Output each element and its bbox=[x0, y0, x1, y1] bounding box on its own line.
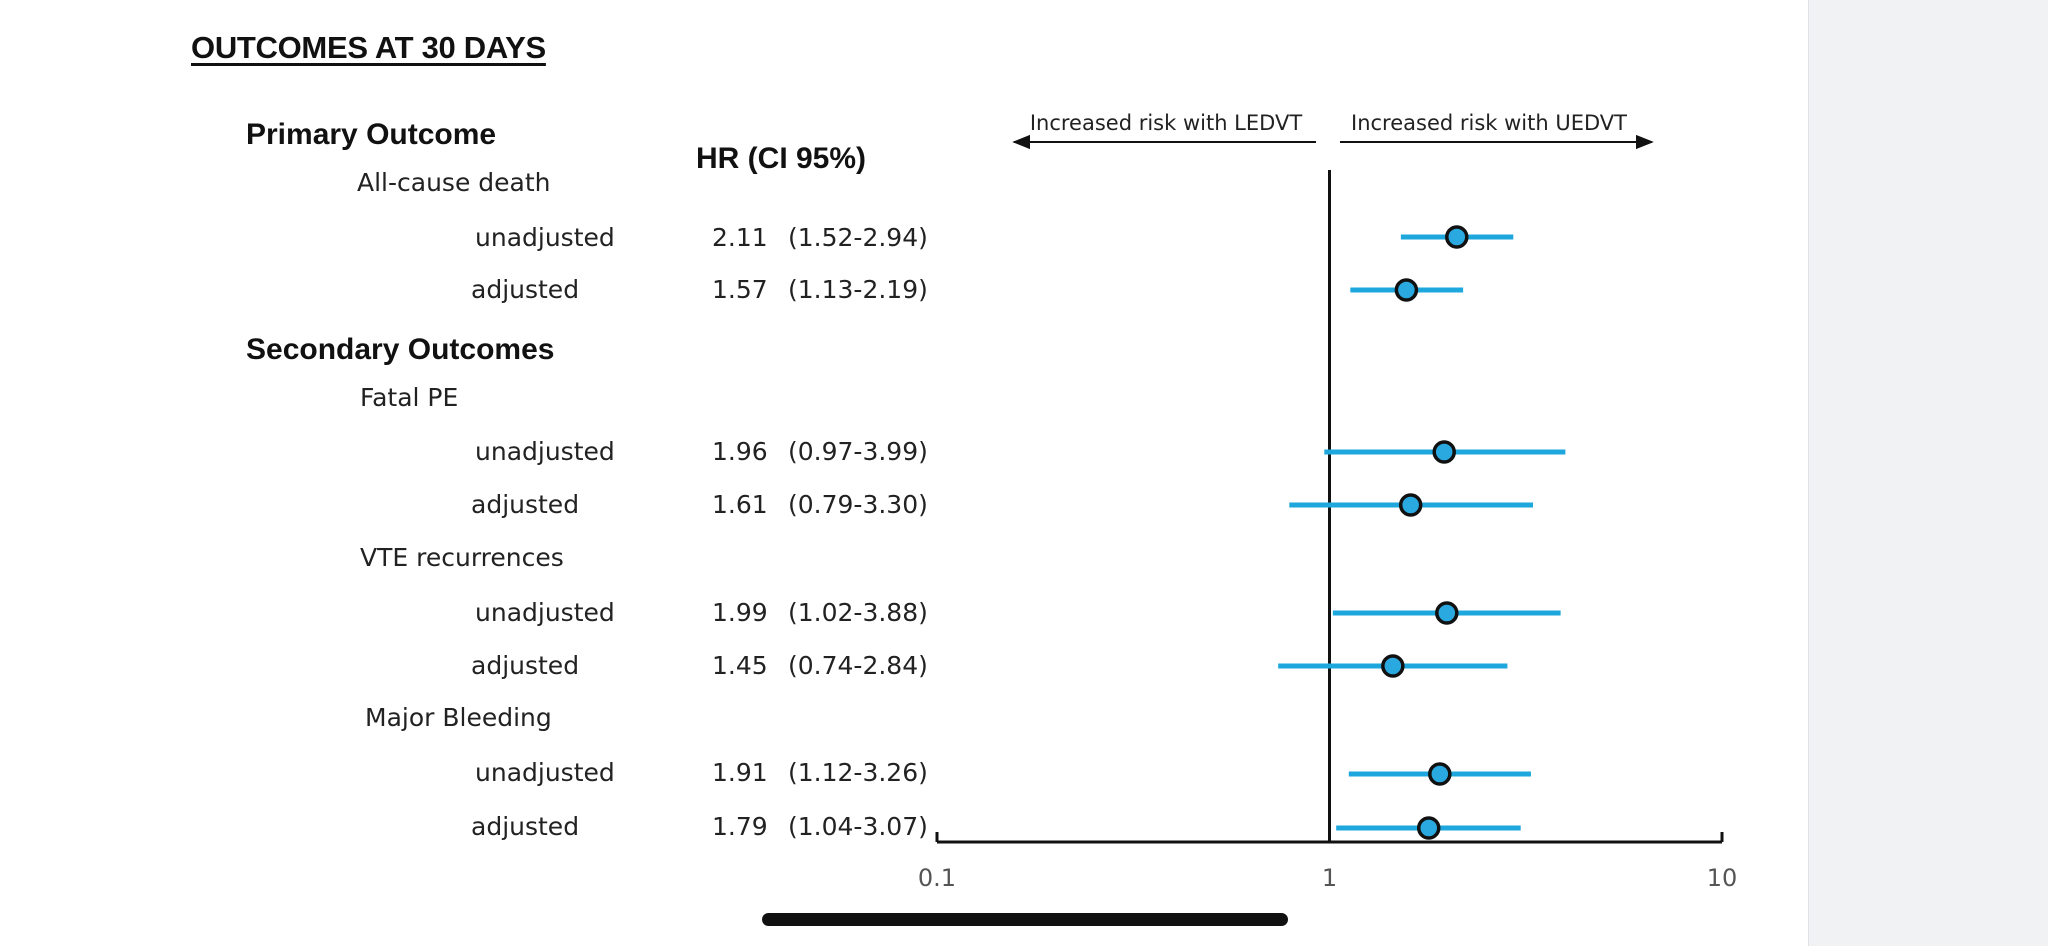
hr-value: 1.57 bbox=[712, 275, 768, 304]
hr-point bbox=[1394, 278, 1419, 302]
hr-point bbox=[1416, 816, 1441, 840]
row-label: adjusted bbox=[471, 275, 580, 304]
row-label: unadjusted bbox=[475, 223, 615, 252]
hr-value: 1.91 bbox=[712, 758, 768, 787]
hr-point bbox=[1398, 493, 1423, 517]
right-side-panel bbox=[1808, 0, 2048, 946]
ci-value: (1.52-2.94) bbox=[788, 223, 928, 252]
hr-point bbox=[1432, 440, 1456, 464]
annotation-left: Increased risk with LEDVT bbox=[1030, 111, 1302, 135]
ci-value: (1.12-3.26) bbox=[788, 758, 928, 787]
row-label: unadjusted bbox=[475, 598, 615, 627]
hr-ci-header: HR (CI 95%) bbox=[696, 142, 867, 175]
row-label: adjusted bbox=[471, 651, 580, 680]
ci-value: (0.79-3.30) bbox=[788, 490, 928, 519]
hr-value: 1.45 bbox=[712, 651, 768, 680]
hr-point bbox=[1445, 225, 1469, 249]
outcome-label-vte-recurrences: VTE recurrences bbox=[360, 543, 564, 572]
primary-outcome-heading: Primary Outcome bbox=[246, 118, 497, 151]
secondary-outcomes-heading: Secondary Outcomes bbox=[246, 333, 555, 366]
ci-value: (1.04-3.07) bbox=[788, 812, 928, 841]
hr-value: 1.61 bbox=[712, 490, 768, 519]
x-tick-label: 1 bbox=[1322, 864, 1337, 892]
x-tick-label: 0.1 bbox=[918, 864, 956, 892]
hr-value: 2.11 bbox=[712, 223, 768, 252]
row-label: unadjusted bbox=[475, 437, 615, 466]
outcome-label-all-cause-death: All-cause death bbox=[357, 168, 551, 197]
hr-value: 1.99 bbox=[712, 598, 768, 627]
home-indicator-bar[interactable] bbox=[762, 913, 1288, 926]
outcome-label-major-bleeding: Major Bleeding bbox=[365, 703, 552, 732]
page-title: OUTCOMES AT 30 DAYS bbox=[191, 30, 546, 65]
row-label: adjusted bbox=[471, 812, 580, 841]
annotation-right: Increased risk with UEDVT bbox=[1351, 111, 1627, 135]
hr-point bbox=[1381, 654, 1405, 678]
ci-value: (1.13-2.19) bbox=[788, 275, 928, 304]
x-tick-label: 10 bbox=[1707, 864, 1738, 892]
ci-value: (1.02-3.88) bbox=[788, 598, 928, 627]
hr-point bbox=[1428, 762, 1452, 786]
ci-value: (0.97-3.99) bbox=[788, 437, 928, 466]
row-label: adjusted bbox=[471, 490, 580, 519]
row-label: unadjusted bbox=[475, 758, 615, 787]
outcome-label-fatal-pe: Fatal PE bbox=[360, 383, 459, 412]
ci-value: (0.74-2.84) bbox=[788, 651, 928, 680]
hr-point bbox=[1435, 601, 1459, 625]
hr-value: 1.79 bbox=[712, 812, 768, 841]
hr-value: 1.96 bbox=[712, 437, 768, 466]
forest-plot: 0.1 1 10 Increased risk with LEDVT Increased… bbox=[918, 111, 1738, 892]
